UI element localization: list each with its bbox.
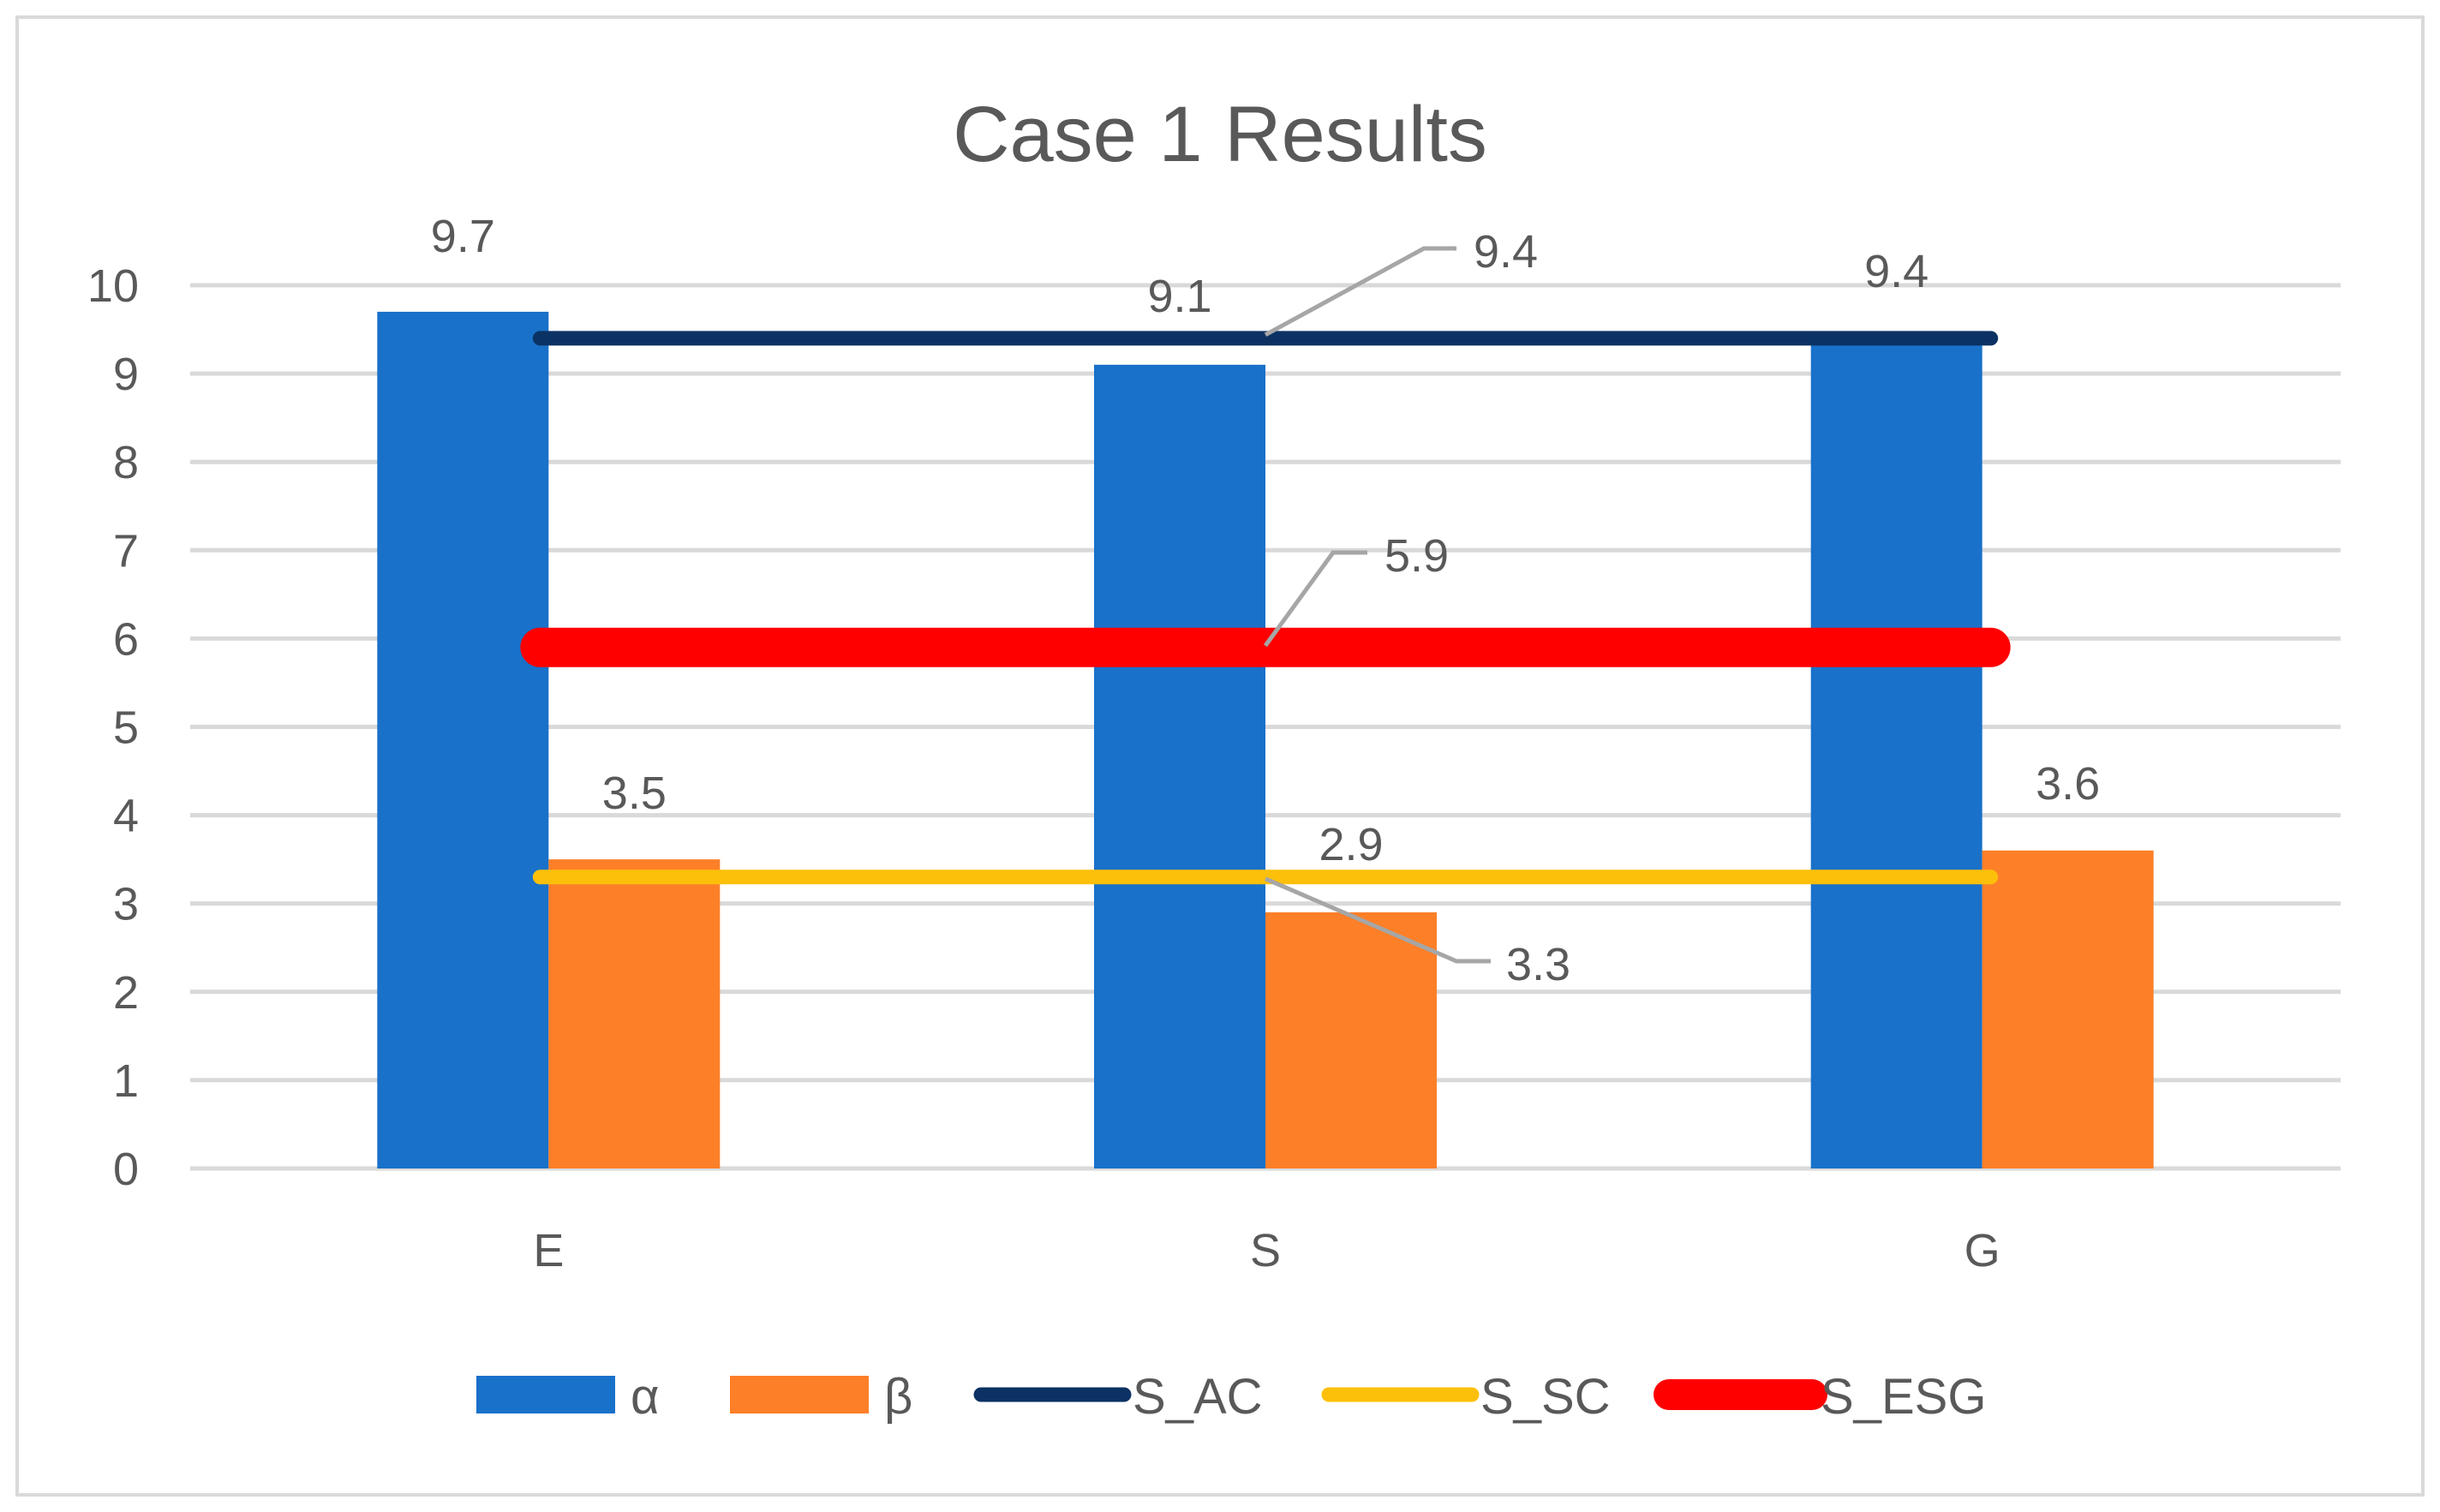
bar-β-G [1982,850,2154,1168]
bar-data-label: 9.7 [431,211,495,262]
leader-line-S_SC [1265,876,1491,964]
y-tick-label: 6 [113,613,139,665]
y-tick-label: 0 [113,1144,139,1195]
legend-label: S_ESG [1821,1369,1986,1425]
y-tick-label: 2 [113,967,139,1019]
data-labels: 9.7 9.1 9.4 3.5 2.9 3.6 9.4 3.3 5.9 [431,211,2100,990]
x-tick-label: G [1965,1225,2000,1276]
reference-line-label: 3.3 [1506,939,1570,990]
bar-data-label: 9.1 [1147,271,1211,322]
reference-line-label: 5.9 [1384,530,1449,582]
y-tick-label: 10 [87,260,139,312]
legend-label: S_SC [1480,1369,1611,1425]
legend-swatch-beta [730,1376,869,1413]
y-tick-label: 8 [113,437,139,488]
y-tick-label: 1 [113,1055,139,1107]
legend-label: β [884,1369,912,1425]
reference-line-label: 9.4 [1474,226,1538,278]
bar-β-S [1265,912,1437,1168]
bar-α-G [1810,338,1982,1168]
y-tick-label: 5 [113,702,139,754]
bar-α-S [1094,364,1265,1168]
legend-label: S_AC [1133,1369,1263,1425]
bar-β-E [548,859,721,1168]
bar-data-label: 3.6 [2036,758,2100,810]
y-tick-label: 7 [113,525,139,577]
bar-data-label: 9.4 [1864,246,1929,297]
bars [377,311,2154,1168]
x-tick-label: S [1250,1225,1281,1276]
legend: α β S_AC S_SC S_ESG [476,1369,1986,1425]
axes: 0 1 2 3 4 5 6 7 8 9 10 E S G [87,260,2000,1276]
y-tick-label: 3 [113,879,139,930]
bar-α-E [377,311,549,1168]
leader-line-S_ESG [1263,550,1367,648]
leader-line-S_AC [1264,246,1456,338]
bar-data-label: 2.9 [1319,819,1383,870]
legend-label: α [631,1369,660,1425]
reference-lines [520,331,2011,885]
chart-title: Case 1 Results [953,91,1487,178]
bar-data-label: 3.5 [602,768,667,819]
y-tick-label: 4 [113,791,139,842]
x-tick-label: E [533,1225,564,1276]
legend-swatch-alpha [476,1376,615,1413]
y-tick-label: 9 [113,349,139,400]
